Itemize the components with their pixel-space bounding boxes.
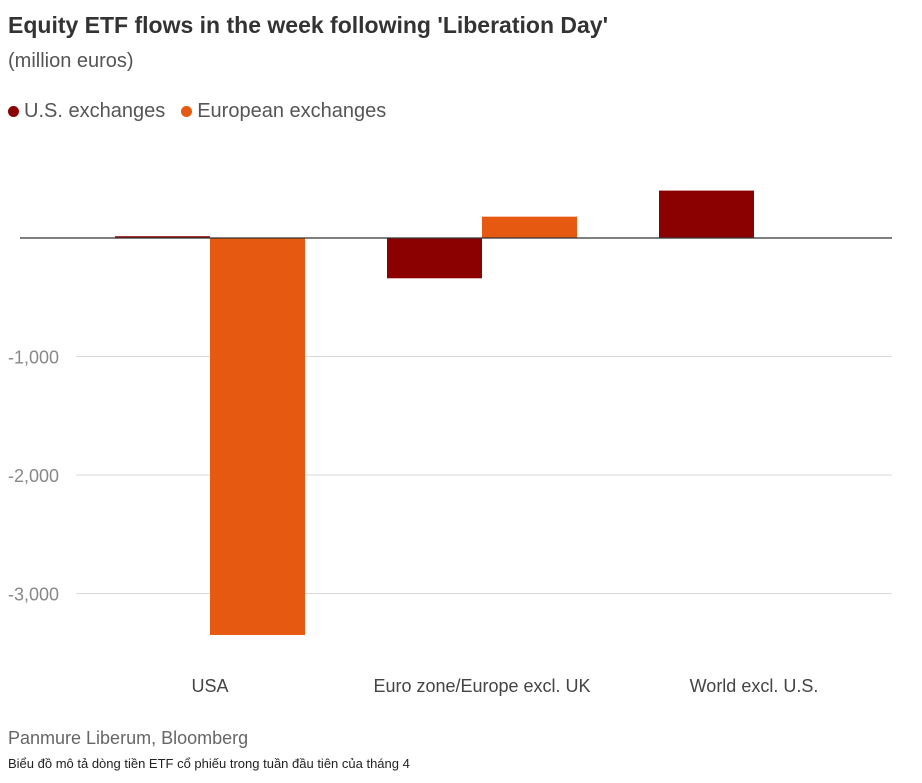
bar-europe-0 bbox=[210, 238, 305, 635]
grid-layer bbox=[76, 356, 892, 594]
legend-swatch-us bbox=[8, 106, 19, 117]
y-tick-label: -1,000 bbox=[8, 348, 59, 368]
bar-us-2 bbox=[659, 190, 754, 238]
y-tick-label: -3,000 bbox=[8, 585, 59, 605]
legend-label-us: U.S. exchanges bbox=[24, 100, 166, 122]
legend-swatch-europe bbox=[181, 106, 193, 117]
legend-item-europe: European exchanges bbox=[181, 100, 386, 123]
category-label: USA bbox=[191, 676, 228, 696]
bars-layer bbox=[115, 190, 754, 635]
category-label: World excl. U.S. bbox=[690, 676, 819, 696]
source-note: Panmure Liberum, Bloomberg bbox=[8, 728, 249, 748]
y-tick-label: -2,000 bbox=[8, 466, 59, 486]
bar-us-0 bbox=[115, 236, 210, 238]
bar-us-1 bbox=[387, 238, 482, 279]
bar-chart: -1,000 -2,000 -3,000 USA Euro zone/Europe ex… bbox=[8, 190, 892, 696]
legend-item-us: U.S. exchanges bbox=[8, 100, 165, 123]
caption: Biểu đồ mô tả dòng tiền ETF cổ phiếu tro… bbox=[8, 756, 410, 771]
legend-label-europe: European exchanges bbox=[197, 100, 387, 122]
axis-layer: -1,000 -2,000 -3,000 USA Euro zone/Europe ex… bbox=[8, 237, 892, 696]
chart-title: Equity ETF flows in the week following '… bbox=[8, 12, 609, 38]
category-label: Euro zone/Europe excl. UK bbox=[373, 676, 590, 696]
bar-europe-1 bbox=[482, 216, 577, 238]
legend: U.S. exchanges European exchanges bbox=[8, 100, 402, 123]
chart-subtitle: (million euros) bbox=[8, 50, 134, 72]
